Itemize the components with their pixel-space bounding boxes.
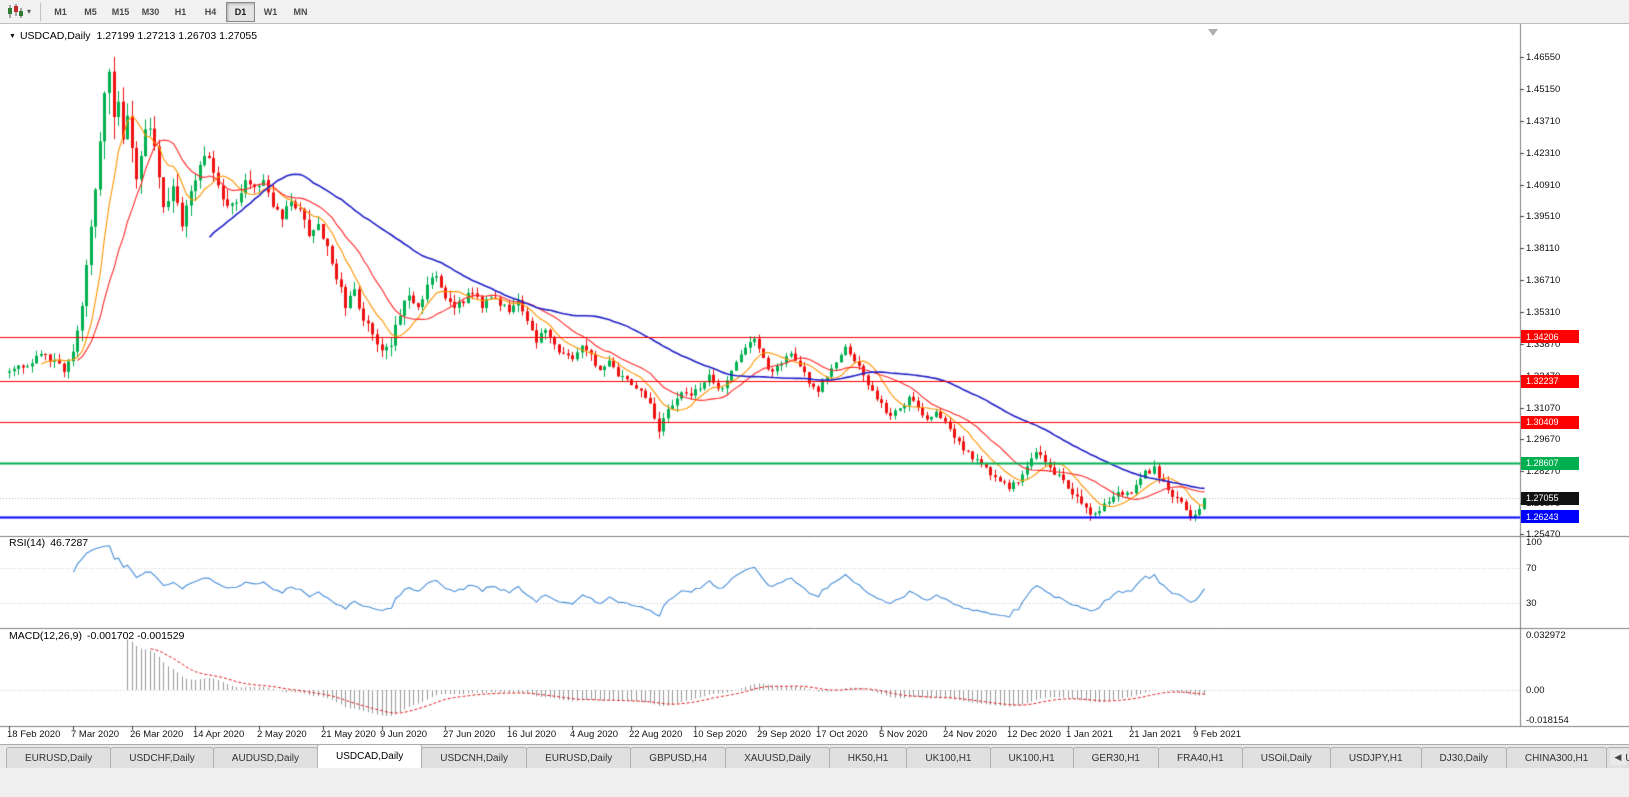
price-axis-label: 1.31070 (1526, 402, 1561, 414)
date-axis-label: 24 Nov 2020 (943, 729, 997, 740)
timeframe-buttons: M1 M5 M15 M30 H1 H4 D1 W1 MN (46, 1, 315, 22)
price-level-badge: 1.32237 (1521, 374, 1579, 388)
timeframe-button-m15[interactable]: M15 (111, 6, 130, 17)
price-axis-label: 1.36710 (1526, 274, 1561, 286)
price-axis-label: 1.39510 (1526, 211, 1561, 223)
rsi-axis-label: 100 (1526, 536, 1542, 548)
rsi-axis-label: 30 (1526, 598, 1537, 609)
macd-current-values: -0.001702 -0.001529 (86, 630, 185, 642)
price-chart-canvas[interactable] (0, 24, 1629, 744)
chart-symbol-period: USDCAD,Daily (19, 30, 91, 42)
tab-scroll-left-button[interactable]: ◀ (1610, 750, 1626, 765)
rsi-current-value: 46.7287 (50, 537, 89, 549)
one-click-trading-toggle-icon[interactable]: ▼ (9, 33, 16, 40)
date-axis-label: 17 Oct 2020 (816, 729, 868, 740)
price-level-badge: 1.26243 (1521, 510, 1579, 524)
price-axis-label: 1.40910 (1526, 179, 1561, 191)
price-axis-label: 1.46550 (1526, 52, 1561, 63)
timeframe-button-mn[interactable]: MN (293, 6, 308, 17)
status-bar (0, 768, 1629, 797)
chart-tab-usdjpy-h1[interactable]: USDJPY,H1 (1329, 747, 1422, 768)
timeframe-button-m1[interactable]: M1 (54, 6, 67, 17)
chart-tab-china300-h1[interactable]: CHINA300,H1 (1505, 747, 1608, 768)
rsi-axis-label: 70 (1526, 563, 1537, 574)
chart-tab-usdcnh-daily[interactable]: USDCNH,Daily (421, 747, 528, 768)
date-axis-label: 21 Jan 2021 (1129, 729, 1182, 740)
chart-tab-uk100-h1[interactable]: UK100,H1 (989, 747, 1074, 768)
date-axis-label: 9 Feb 2021 (1193, 729, 1242, 740)
chart-tab-usoil-daily[interactable]: USOil,Daily (1241, 747, 1331, 768)
price-axis-label: 1.28270 (1526, 465, 1561, 477)
timeframe-button-m5[interactable]: M5 (84, 6, 97, 17)
date-axis-label: 26 Mar 2020 (130, 729, 184, 740)
chart-type-group: ▾ (5, 2, 42, 21)
price-axis-label: 1.25470 (1526, 529, 1561, 541)
timeframe-button-h4[interactable]: H4 (204, 6, 217, 17)
macd-axis-label: 0.00 (1526, 685, 1545, 696)
date-axis-label: 5 Nov 2020 (879, 729, 928, 740)
chart-tab-eurusd-daily[interactable]: EURUSD,Daily (6, 747, 112, 768)
timeframe-button-h1[interactable]: H1 (174, 6, 187, 17)
date-axis-label: 18 Feb 2020 (7, 729, 61, 740)
price-axis-label: 1.43710 (1526, 116, 1561, 128)
chart-tab-dj30-daily[interactable]: DJ30,Daily (1420, 747, 1507, 768)
chart-ohlc-values: 1.27199 1.27213 1.26703 1.27055 (96, 30, 258, 42)
candlestick-chart-icon[interactable] (5, 3, 25, 21)
chart-tab-uk100-h1[interactable]: UK100,H1 (906, 747, 991, 768)
date-axis-label: 27 Jun 2020 (443, 729, 496, 740)
chart-tab-hk50-h1[interactable]: HK50,H1 (828, 747, 908, 768)
price-axis-label: 1.38110 (1526, 243, 1560, 255)
price-axis-label: 1.42310 (1526, 148, 1561, 159)
price-axis-label: 1.35310 (1526, 306, 1561, 318)
timeframe-toolbar: ▾ M1 M5 M15 M30 H1 H4 D1 W1 MN (0, 0, 1629, 24)
price-axis-label: 1.45150 (1526, 83, 1561, 95)
chart-title: ▼ USDCAD,Daily 1.27199 1.27213 1.26703 1.2… (9, 30, 257, 42)
chart-tab-ger30-h1[interactable]: GER30,H1 (1072, 747, 1159, 768)
price-level-badge: 1.28607 (1521, 456, 1579, 470)
macd-name: MACD(12,26,9) (9, 630, 82, 642)
chart-tab-gbpusd-h4[interactable]: GBPUSD,H4 (630, 747, 727, 768)
date-axis-label: 7 Mar 2020 (71, 729, 120, 740)
date-axis-label: 16 Jul 2020 (507, 729, 557, 740)
current-price-badge: 1.27055 (1521, 491, 1579, 505)
chart-tab-xauusd-daily[interactable]: XAUUSD,Daily (725, 747, 830, 768)
price-level-badge: 1.30409 (1521, 415, 1579, 429)
date-axis-label: 4 Aug 2020 (570, 729, 619, 740)
timeframe-button-m30[interactable]: M30 (141, 6, 160, 17)
date-axis-label: 14 Apr 2020 (193, 729, 245, 740)
chart-tab-bar: EURUSD,Daily USDCHF,Daily AUDUSD,Daily USDC… (0, 744, 1629, 768)
macd-indicator-label: MACD(12,26,9) -0.001702 -0.001529 (9, 630, 189, 642)
chevron-down-icon[interactable]: ▾ (27, 6, 32, 16)
date-axis-label: 10 Sep 2020 (693, 729, 747, 740)
rsi-name: RSI(14) (9, 537, 46, 549)
date-axis-label: 22 Aug 2020 (629, 729, 683, 740)
macd-axis-label: 0.032972 (1526, 630, 1566, 641)
price-level-badge: 1.34206 (1521, 330, 1579, 343)
chart-tab-usdcad-daily[interactable]: USDCAD,Daily (317, 745, 423, 768)
timeframe-button-d1[interactable]: D1 (226, 1, 256, 22)
date-axis-label: 9 Jun 2020 (380, 729, 428, 740)
price-axis-label: 1.33870 (1526, 339, 1561, 351)
date-axis-label: 21 May 2020 (321, 729, 376, 740)
chart-window: ▼ USDCAD,Daily 1.27199 1.27213 1.26703 1.2… (0, 24, 1629, 744)
date-axis-label: 2 May 2020 (257, 729, 307, 740)
macd-axis-label: -0.018154 (1526, 715, 1569, 726)
date-axis-label: 1 Jan 2021 (1066, 729, 1114, 740)
price-axis-label: 1.29670 (1526, 434, 1561, 446)
chart-tab-audusd-daily[interactable]: AUDUSD,Daily (212, 747, 319, 768)
chart-shift-marker[interactable] (1208, 29, 1218, 36)
date-axis-label: 29 Sep 2020 (757, 729, 811, 740)
timeframe-button-w1[interactable]: W1 (263, 6, 278, 17)
chart-tab-fra40-h1[interactable]: FRA40,H1 (1158, 747, 1243, 768)
chart-tab-usdchf-daily[interactable]: USDCHF,Daily (110, 747, 214, 768)
rsi-indicator-label: RSI(14) 46.7287 (9, 537, 93, 549)
chart-tab-eurusd-daily[interactable]: EURUSD,Daily (526, 747, 632, 768)
date-axis-label: 12 Dec 2020 (1007, 729, 1061, 740)
